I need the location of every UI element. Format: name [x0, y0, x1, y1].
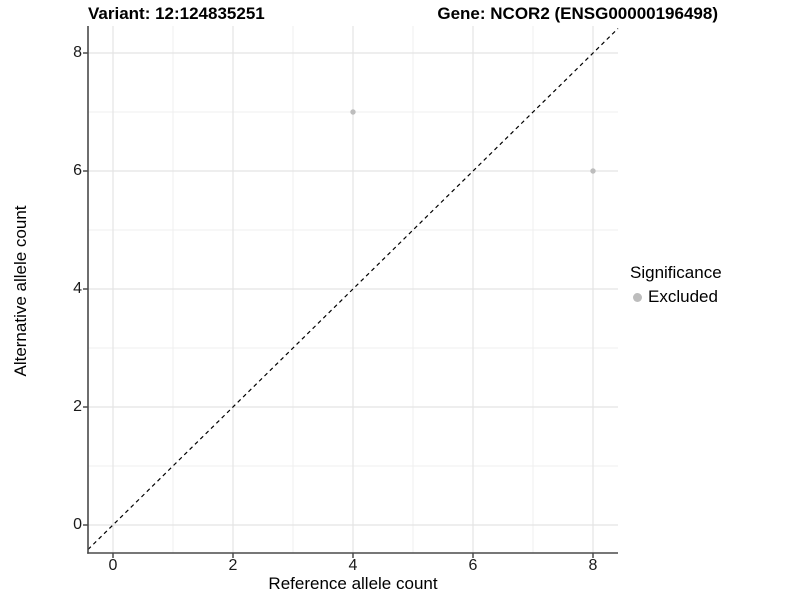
- x-tick-label-2: 2: [228, 557, 238, 574]
- legend-point-icon: [633, 292, 642, 302]
- legend-entry-label: Excluded: [648, 287, 718, 306]
- y-axis-title: Alternative allele count: [11, 205, 30, 377]
- plot-title-row: Variant: 12:124835251 Gene: NCOR2 (ENSG0…: [88, 4, 718, 24]
- x-tick-label-0: 0: [108, 557, 118, 574]
- y-tick-label-4: 4: [73, 280, 82, 297]
- identity-line: [87, 28, 619, 550]
- data-point: [350, 109, 356, 115]
- variant-title: Variant: 12:124835251: [88, 4, 265, 23]
- gene-title: Gene: NCOR2 (ENSG00000196498): [437, 4, 718, 23]
- y-tick-label-0: 0: [73, 516, 82, 533]
- legend-entry-excluded: Excluded: [629, 287, 722, 307]
- x-tick-label-4: 4: [348, 557, 358, 574]
- data-point: [590, 168, 596, 174]
- x-axis-title: Reference allele count: [268, 574, 438, 593]
- legend: Significance Excluded: [629, 263, 722, 307]
- x-tick-label-8: 8: [588, 557, 598, 574]
- x-tick-label-6: 6: [468, 557, 478, 574]
- y-tick-label-2: 2: [73, 398, 82, 415]
- y-tick-label-8: 8: [73, 44, 82, 61]
- y-tick-label-6: 6: [73, 162, 82, 179]
- legend-title: Significance: [630, 263, 722, 282]
